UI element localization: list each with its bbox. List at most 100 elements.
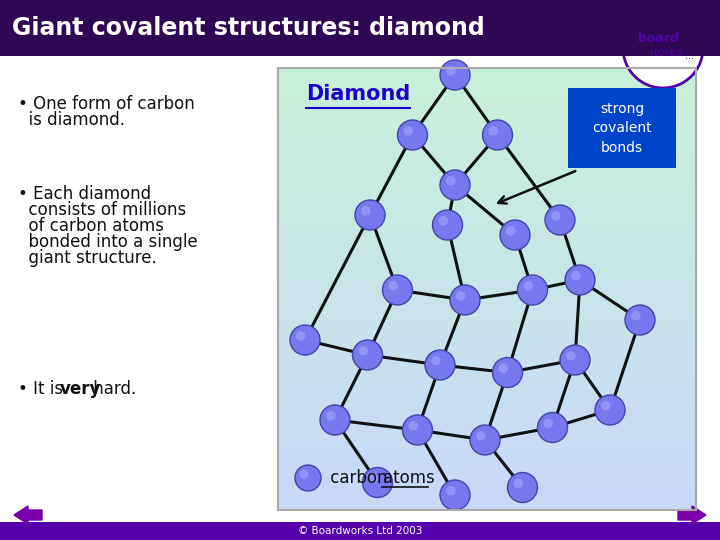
- Bar: [278, 477, 696, 483]
- Circle shape: [482, 120, 513, 150]
- Text: atoms: atoms: [383, 469, 435, 487]
- Text: • One form of carbon: • One form of carbon: [18, 95, 194, 113]
- Circle shape: [488, 126, 498, 136]
- Circle shape: [476, 431, 485, 441]
- Circle shape: [518, 275, 547, 305]
- Bar: [278, 278, 696, 284]
- Bar: [278, 449, 696, 455]
- Bar: [278, 394, 696, 400]
- Bar: [278, 333, 696, 339]
- Bar: [278, 300, 696, 306]
- Bar: [278, 350, 696, 356]
- Bar: [278, 79, 696, 85]
- Bar: [278, 179, 696, 185]
- Text: Giant covalent structures: diamond: Giant covalent structures: diamond: [12, 16, 485, 40]
- Bar: [278, 261, 696, 267]
- Bar: [278, 284, 696, 289]
- Bar: [278, 134, 696, 140]
- Text: © Boardworks Ltd 2003: © Boardworks Ltd 2003: [298, 526, 422, 536]
- Bar: [278, 200, 696, 207]
- Bar: [278, 228, 696, 234]
- Circle shape: [551, 211, 561, 221]
- Bar: [568, 88, 676, 168]
- Circle shape: [566, 351, 575, 361]
- Bar: [278, 256, 696, 262]
- Bar: [278, 499, 696, 505]
- Bar: [278, 433, 696, 438]
- Text: is diamond.: is diamond.: [18, 111, 125, 129]
- Bar: [278, 222, 696, 229]
- Bar: [278, 151, 696, 157]
- Circle shape: [369, 474, 378, 483]
- Bar: [278, 239, 696, 245]
- Text: strong
covalent
bonds: strong covalent bonds: [592, 102, 652, 154]
- Bar: [278, 162, 696, 168]
- Bar: [278, 482, 696, 488]
- Bar: [278, 316, 696, 322]
- Bar: [278, 311, 696, 317]
- Bar: [278, 339, 696, 345]
- Circle shape: [320, 405, 350, 435]
- Circle shape: [382, 275, 413, 305]
- Bar: [278, 129, 696, 135]
- Circle shape: [470, 425, 500, 455]
- Bar: [278, 494, 696, 500]
- Circle shape: [544, 418, 553, 428]
- FancyArrowPatch shape: [498, 171, 575, 204]
- Text: bonded into a single: bonded into a single: [18, 233, 198, 251]
- Bar: [278, 85, 696, 91]
- Circle shape: [623, 8, 703, 88]
- Text: hard.: hard.: [88, 380, 136, 398]
- Circle shape: [362, 468, 392, 497]
- Circle shape: [595, 395, 625, 425]
- Circle shape: [492, 357, 523, 388]
- Bar: [278, 206, 696, 212]
- Bar: [278, 471, 696, 477]
- Bar: [278, 68, 696, 510]
- Circle shape: [498, 363, 508, 373]
- Bar: [278, 438, 696, 444]
- Bar: [278, 366, 696, 373]
- Circle shape: [440, 170, 470, 200]
- Bar: [278, 504, 696, 510]
- Circle shape: [296, 331, 305, 341]
- Circle shape: [446, 66, 456, 76]
- Text: • It is: • It is: [18, 380, 68, 398]
- Circle shape: [355, 200, 385, 230]
- Bar: [278, 466, 696, 472]
- Bar: [278, 234, 696, 240]
- Bar: [278, 73, 696, 79]
- Bar: [278, 118, 696, 124]
- Bar: [278, 294, 696, 301]
- Bar: [278, 68, 696, 74]
- Circle shape: [440, 60, 470, 90]
- Circle shape: [433, 210, 462, 240]
- Bar: [278, 123, 696, 129]
- Bar: [278, 107, 696, 113]
- Circle shape: [397, 120, 428, 150]
- Circle shape: [431, 356, 441, 366]
- Bar: [278, 157, 696, 163]
- Bar: [278, 145, 696, 151]
- Text: carbon: carbon: [325, 469, 392, 487]
- Circle shape: [359, 346, 368, 356]
- Bar: [0, 0, 720, 56]
- Circle shape: [571, 271, 580, 281]
- Bar: [278, 212, 696, 218]
- Bar: [278, 328, 696, 334]
- Circle shape: [389, 281, 398, 291]
- Bar: [278, 416, 696, 422]
- Text: board: board: [638, 31, 678, 44]
- Circle shape: [625, 305, 655, 335]
- Circle shape: [403, 126, 413, 136]
- Bar: [278, 267, 696, 273]
- Bar: [278, 217, 696, 223]
- Circle shape: [538, 413, 567, 442]
- Bar: [278, 405, 696, 411]
- Bar: [278, 167, 696, 173]
- Circle shape: [361, 206, 371, 215]
- Circle shape: [353, 340, 382, 370]
- Circle shape: [560, 345, 590, 375]
- Text: of carbon atoms: of carbon atoms: [18, 217, 164, 235]
- Bar: [278, 427, 696, 433]
